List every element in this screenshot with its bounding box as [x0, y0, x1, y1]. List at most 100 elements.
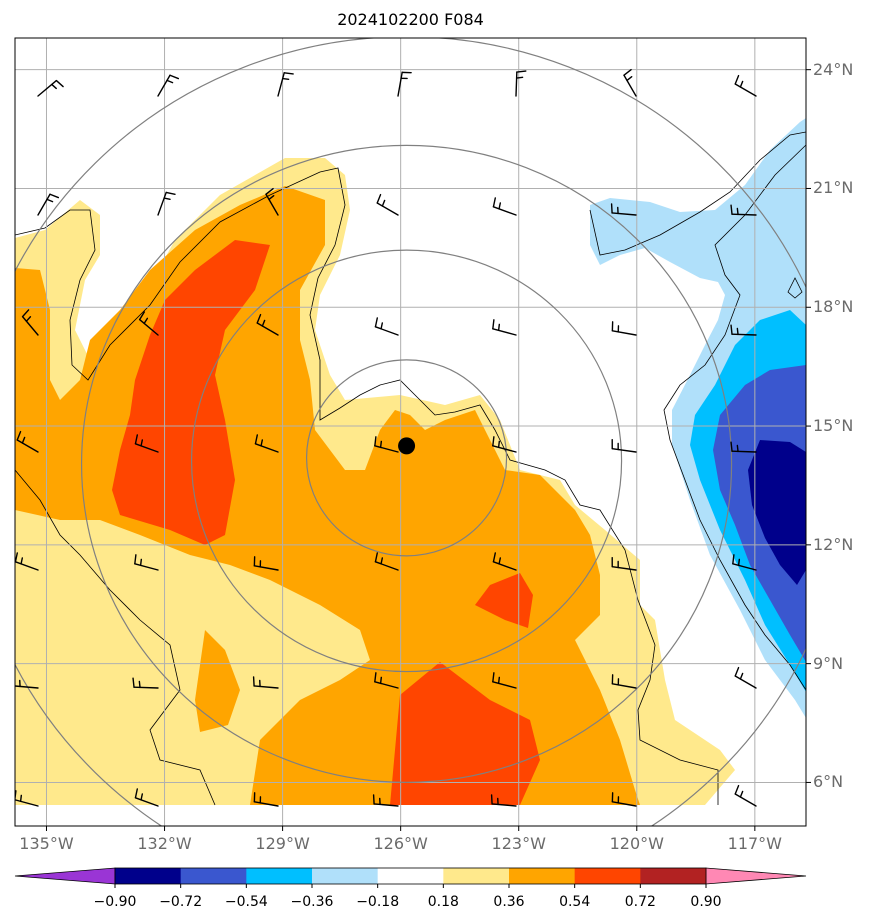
colorbar-segment	[640, 868, 707, 884]
wind-barb	[490, 794, 517, 807]
wind-barb	[611, 556, 637, 571]
wind-barb	[253, 556, 279, 571]
wind-barb	[134, 554, 159, 571]
colorbar-tick-label: 0.36	[493, 894, 525, 910]
colorbar-tick-label: −0.72	[159, 894, 203, 910]
lon-label: 135°W	[19, 834, 74, 853]
wind-barb	[734, 666, 757, 689]
contour-line	[589, 131, 806, 256]
wind-barb	[138, 311, 159, 336]
colorbar-extend-low	[14, 867, 116, 885]
wind-barb	[611, 321, 637, 336]
lat-label: 24°N	[813, 59, 854, 79]
axis-ticks	[45, 69, 811, 831]
wind-barb	[253, 792, 279, 807]
wind-barb	[734, 784, 757, 807]
lat-label: 6°N	[813, 772, 844, 792]
colorbar-outline	[114, 867, 707, 885]
wind-barb	[492, 672, 517, 689]
wind-barb	[256, 313, 279, 336]
wind-barb	[15, 679, 39, 689]
colorbar-segment	[509, 868, 576, 884]
lon-label: 126°W	[373, 834, 428, 853]
colorbar-tick-label: −0.36	[290, 894, 334, 910]
wind-barb	[252, 676, 279, 689]
wind-barb	[611, 438, 637, 453]
colorbar-tick-label: −0.90	[93, 894, 137, 910]
lon-label: 120°W	[609, 834, 664, 853]
colorbar-segment	[312, 868, 379, 884]
range-ring	[190, 249, 623, 673]
colorbar	[14, 867, 807, 888]
lat-label: 15°N	[813, 416, 854, 436]
wind-barb	[277, 72, 294, 97]
wind-barb	[374, 552, 399, 571]
wind-barb	[37, 79, 64, 97]
wind-barb	[21, 309, 39, 336]
wind-barb	[734, 74, 757, 97]
wind-barb	[610, 203, 637, 216]
wind-barb	[374, 672, 399, 689]
shade-0.36-0.54-sw	[195, 630, 240, 732]
map-frame	[14, 37, 807, 827]
wind-barb	[730, 441, 757, 453]
colorbar-segment	[115, 868, 182, 884]
lon-label: 129°W	[255, 834, 310, 853]
wind-barb	[515, 70, 527, 97]
wind-barb	[374, 317, 399, 336]
wind-barb	[132, 677, 159, 689]
contour-line	[787, 277, 803, 299]
contour-line	[663, 144, 806, 691]
colorbar-segment	[246, 868, 313, 884]
wind-barb	[492, 197, 517, 216]
wind-barb	[157, 74, 180, 97]
colorbar-segment	[180, 868, 247, 884]
lat-label: 21°N	[813, 178, 854, 198]
colorbar-tick-label: −0.18	[356, 894, 400, 910]
wind-barb	[376, 193, 399, 216]
wind-barbs	[15, 68, 757, 807]
shade-0.54-0.72-west	[112, 240, 270, 545]
wind-barb	[611, 792, 637, 807]
colorbar-segment	[574, 868, 641, 884]
wind-barb	[397, 71, 412, 97]
wind-barb	[157, 191, 176, 216]
contour-line	[15, 469, 216, 806]
wind-barb	[730, 324, 757, 336]
shade-0.54-0.72-south	[390, 662, 540, 805]
wind-barb	[16, 430, 39, 453]
wind-barb	[372, 794, 399, 807]
gridlines	[15, 38, 806, 826]
wind-barb	[374, 436, 399, 453]
colorbar-tick-label: 0.18	[427, 894, 459, 910]
colorbar-tick-label: 0.54	[559, 894, 591, 910]
storm-center-marker	[398, 437, 416, 455]
lat-label: 18°N	[813, 297, 854, 317]
wind-barb	[730, 204, 757, 216]
lon-label: 117°W	[727, 834, 782, 853]
wind-barb	[134, 434, 159, 453]
wind-barb	[265, 187, 279, 216]
lon-label: 123°W	[491, 834, 546, 853]
contour-line	[15, 167, 719, 805]
shade-minus0.90-minus0.72	[748, 440, 806, 585]
colorbar-tick-label: −0.54	[224, 894, 268, 910]
wind-barb	[611, 674, 637, 689]
colorbar-tick-label: 0.90	[690, 894, 722, 910]
colorbar-segment	[377, 868, 444, 884]
wind-barb	[134, 788, 159, 807]
wind-barb	[37, 193, 60, 216]
contour-lines	[15, 131, 806, 806]
wind-barb	[492, 319, 517, 336]
wind-barb	[623, 68, 637, 97]
range-rings	[15, 38, 806, 826]
range-ring	[305, 359, 508, 557]
wind-barb	[492, 436, 517, 453]
map-title: 2024102200 F084	[337, 10, 484, 29]
colorbar-segment	[443, 868, 510, 884]
wind-barb	[732, 554, 757, 571]
wind-barb	[254, 434, 279, 453]
wind-barb	[492, 552, 517, 571]
wind-barb	[15, 552, 39, 571]
